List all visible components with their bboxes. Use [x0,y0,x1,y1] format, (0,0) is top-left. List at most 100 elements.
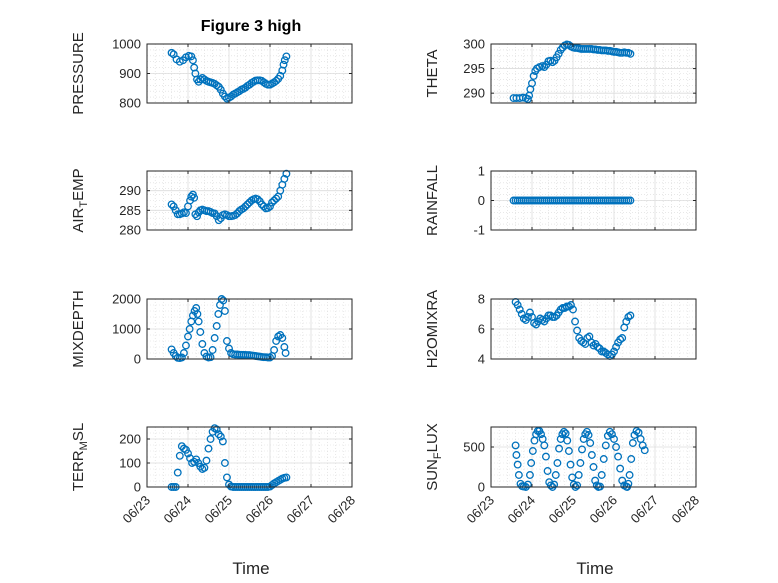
data-point [523,313,532,321]
data-point [206,353,215,362]
data-point [225,344,233,353]
data-point [257,200,266,209]
data-point [564,41,573,49]
data-point [584,431,593,439]
data-point [554,49,563,58]
data-point [553,459,562,467]
data-point [216,85,225,94]
data-point [235,87,244,96]
data-point [270,346,279,354]
subplot-rainfall: -1 0 1 RAINFALL [424,164,697,238]
data-point [523,480,532,489]
data-point [214,310,223,318]
data-point [181,209,190,218]
subplot-air_temp: 280 285 290 AIRTEMP [70,168,353,238]
data-point [571,317,579,326]
data-point [188,56,197,65]
data-point [268,198,276,207]
data-point [264,204,272,212]
data-point [526,471,534,479]
x-tick-label: 06/28 [669,493,703,527]
y-axis-label: THETA [424,49,441,97]
data-point [632,427,641,435]
data-point [560,427,568,436]
y-tick-label: 4 [478,352,485,367]
x-tick-label: 06/28 [325,493,359,527]
data-point [610,347,618,356]
data-point [511,441,520,450]
data-point [513,460,522,469]
data-point [171,206,180,215]
data-point [196,462,205,471]
data-point [530,319,538,327]
data-point [266,202,274,211]
data-point [281,349,290,357]
data-point [239,204,248,213]
y-tick-label: 800 [119,96,141,111]
data-point [512,451,521,459]
y-tick-label: 500 [463,440,485,455]
data-point [282,52,291,61]
data-point [210,334,219,342]
data-point [603,350,612,359]
y-axis-label: PRESSURE [70,32,87,115]
data-point [537,430,545,439]
data-point [628,439,637,447]
data-point [625,471,634,479]
data-point [567,301,575,309]
subplot-mixdepth: 0 1000 2000 MIXDEPTH [70,290,353,368]
x-axis-label-left: Time [232,559,269,578]
data-point [527,459,536,467]
x-tick-label: 06/24 [161,493,195,527]
data-point [218,437,227,446]
data-point [614,452,623,461]
data-point [200,463,209,472]
data-point [616,335,625,344]
data-point [556,305,565,314]
data-point [583,334,592,342]
data-point [202,456,211,465]
data-point [578,445,586,454]
data-point [272,194,281,203]
x-tick-label: 06/27 [628,493,662,527]
data-point [270,196,279,205]
x-tick-label: 06/25 [546,493,580,527]
data-point [179,349,188,357]
data-point [560,304,569,312]
y-tick-label: 8 [478,292,485,307]
data-point [193,310,202,318]
y-tick-label: 280 [119,223,141,238]
data-point [167,200,176,209]
data-point [566,460,575,469]
data-point [206,435,215,443]
data-point [579,338,588,347]
y-axis-label: H2OMIXRA [424,290,441,368]
x-tick-label: 06/25 [202,493,236,527]
y-tick-label: -1 [473,223,485,238]
data-point [177,353,186,362]
data-point [546,481,555,490]
y-tick-label: 0 [478,193,485,208]
data-point [638,441,647,450]
data-point [627,455,636,463]
data-point [528,79,536,88]
data-point [573,481,582,490]
data-point [173,468,182,477]
data-point [196,328,205,336]
data-point [200,75,209,84]
data-point [640,446,649,455]
y-tick-label: 1000 [112,37,141,52]
y-tick-label: 100 [119,456,141,471]
data-point [589,341,598,350]
y-tick-label: 285 [119,203,141,218]
data-point [569,305,577,314]
data-point [618,334,627,342]
figure-title: Figure 3 high [201,18,301,35]
data-point [220,307,229,315]
data-point [214,216,223,225]
x-tick-label: 06/24 [505,493,539,527]
data-point [253,195,262,204]
data-point [220,459,229,467]
subplot-terr_msl: 06/23 06/24 06/25 06/26 06/27 06/28 0 100 200 TER… [70,423,358,526]
